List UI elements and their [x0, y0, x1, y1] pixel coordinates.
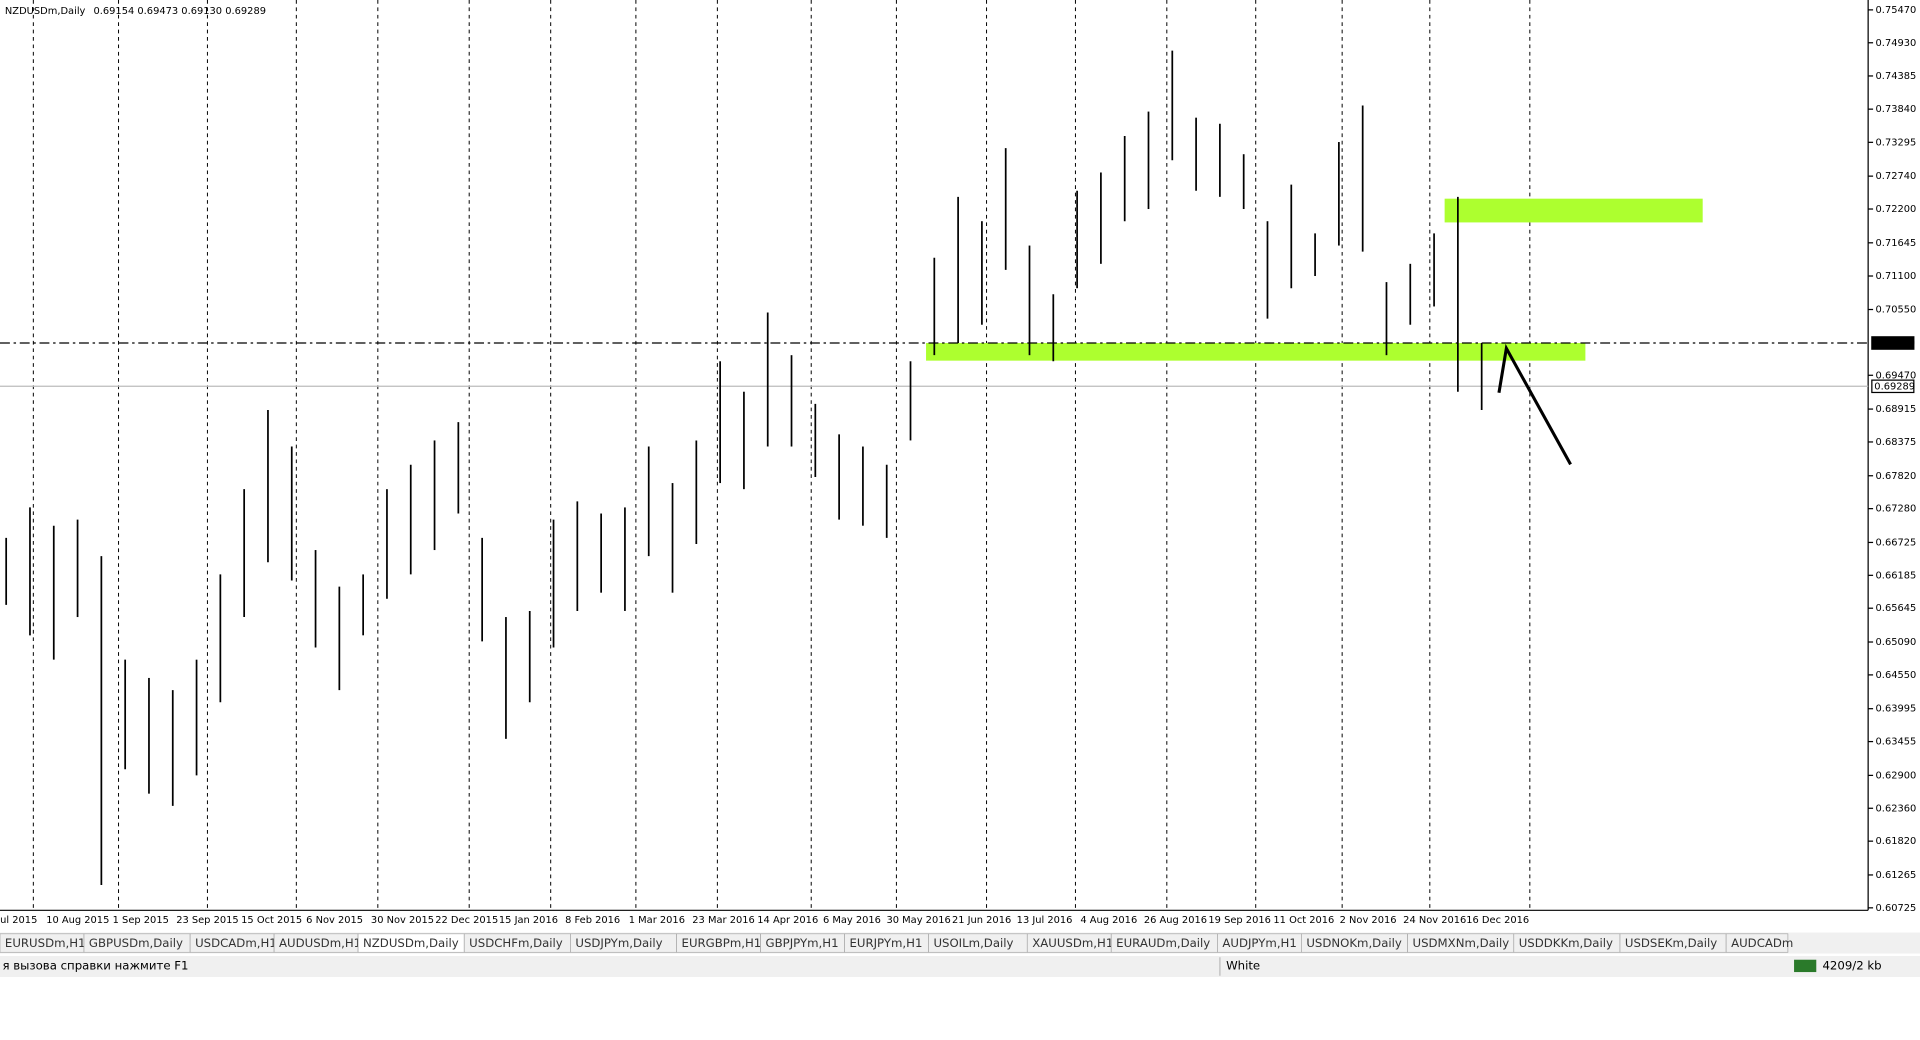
y-tick-label: 0.73295	[1876, 137, 1917, 148]
y-tick-label: 0.62360	[1876, 803, 1917, 814]
x-tick-label: 24 Nov 2016	[1403, 915, 1466, 926]
x-tick-label: 6 May 2016	[823, 915, 881, 926]
tab-label[interactable]: USDNOKm,Daily	[1306, 936, 1402, 950]
y-tick-label: 0.64550	[1876, 670, 1917, 681]
status-profile: White	[1226, 958, 1260, 972]
y-tick-label: 0.65090	[1876, 637, 1917, 648]
tab-label[interactable]: GBPUSDm,Daily	[89, 936, 183, 950]
plot: 0.75470 0.74930 0.74385 0.73840 0.73295 0.727…	[0, 5, 1916, 926]
y-tick-label: 0.68915	[1876, 404, 1917, 415]
y-tick-label: 0.63995	[1876, 704, 1917, 715]
y-tick-label: 0.66185	[1876, 570, 1917, 581]
tab-label[interactable]: EURJPYm,H1	[849, 936, 922, 950]
zone	[926, 342, 1586, 361]
tab-label[interactable]: GBPJPYm,H1	[766, 936, 839, 950]
tab-label[interactable]: AUDUSDm,H1	[279, 936, 361, 950]
x-tick-label: 15 Jan 2016	[499, 915, 558, 926]
y-tick-label: 0.67820	[1876, 471, 1917, 482]
y-tick-label: 0.67280	[1876, 504, 1917, 515]
arrow-drawing	[1497, 343, 1572, 466]
y-tick-label: 0.61265	[1876, 870, 1917, 881]
x-tick-label: 23 Mar 2016	[692, 915, 755, 926]
tab-label[interactable]: EURGBPm,H1	[682, 936, 762, 950]
status-traffic: 4209/2 kb	[1822, 958, 1881, 972]
tab-label[interactable]: USDDKKm,Daily	[1519, 936, 1613, 950]
x-tick-label: 1 Sep 2015	[113, 915, 169, 926]
tab-label[interactable]: USDMXNm,Daily	[1413, 936, 1510, 950]
tab-label[interactable]: AUDCADm	[1731, 936, 1793, 950]
x-tick-label: 4 Aug 2016	[1080, 915, 1137, 926]
y-tick-label: 0.69470	[1876, 370, 1917, 381]
level-box	[1871, 379, 1915, 394]
y-tick-label: 0.71100	[1876, 271, 1917, 282]
vgrid	[32, 0, 1531, 911]
y-tick-label: 0.75470	[1876, 5, 1917, 16]
x-tick-label: 6 Nov 2015	[306, 915, 363, 926]
x-tick-label: 22 Dec 2015	[435, 915, 498, 926]
x-tick-label: 1 Mar 2016	[629, 915, 685, 926]
tabs: EURUSDm,H1 GBPUSDm,Daily USDCADm,H1 AUDUSDm…	[0, 933, 1793, 953]
tab-label[interactable]: NZDUSDm,Daily	[363, 936, 459, 950]
traffic-icon	[1794, 959, 1817, 973]
tab-label[interactable]: XAUUSDm,H1	[1032, 936, 1113, 950]
x-tick-label: 19 Sep 2016	[1208, 915, 1270, 926]
x-tick-label: 8 Feb 2016	[565, 915, 620, 926]
tab-label[interactable]: AUDJPYm,H1	[1222, 936, 1296, 950]
x-tick-label: 26 Aug 2016	[1144, 915, 1207, 926]
y-tick-label: 0.74385	[1876, 71, 1917, 82]
y-tick-label: 0.61820	[1876, 836, 1917, 847]
x-tick-label: 23 Sep 2015	[176, 915, 238, 926]
x-tick-label: 30 Nov 2015	[371, 915, 434, 926]
level-label: 0.69289	[1874, 381, 1915, 392]
x-tick-label: 21 Jun 2016	[952, 915, 1011, 926]
x-tick-label: 16 Dec 2016	[1466, 915, 1529, 926]
y-tick-label: 0.68375	[1876, 437, 1917, 448]
level-box	[1871, 336, 1915, 350]
x-tick-label: 15 Oct 2015	[241, 915, 302, 926]
x-tick-label: 13 Jul 2016	[1017, 915, 1073, 926]
zone	[1444, 198, 1703, 223]
y-tick-label: 0.72200	[1876, 204, 1917, 215]
y-tick-label: 0.63455	[1876, 737, 1917, 748]
y-tick-label: 0.71645	[1876, 238, 1917, 249]
y-tick-label: 0.66725	[1876, 537, 1917, 548]
y-tick-label: 0.60725	[1876, 903, 1917, 914]
x-tick-label: 30 May 2016	[886, 915, 950, 926]
y-tick-label: 0.72740	[1876, 171, 1917, 182]
tab-label[interactable]: USOILm,Daily	[933, 936, 1013, 950]
x-tick-label: 14 Apr 2016	[757, 915, 818, 926]
tab-label[interactable]: EURUSDm,H1	[5, 936, 86, 950]
tab-label[interactable]: USDCHFm,Daily	[469, 936, 563, 950]
tab-label[interactable]: USDJPYm,Daily	[575, 936, 662, 950]
y-tick-label: 0.65645	[1876, 603, 1917, 614]
tab-label[interactable]: USDSEKm,Daily	[1625, 936, 1717, 950]
status-bar	[0, 956, 1920, 978]
tab-label[interactable]: USDCADm,H1	[195, 936, 277, 950]
x-tick-label: 10 Aug 2015	[46, 915, 109, 926]
y-tick-label: 0.73840	[1876, 104, 1917, 115]
status-help: я вызова справки нажмите F1	[2, 958, 188, 972]
x-tick-label: 2 Nov 2016	[1340, 915, 1397, 926]
chart-header: NZDUSDm,Daily 0.69154 0.69473 0.69130 0.…	[5, 6, 266, 17]
tab[interactable]	[1725, 933, 1789, 953]
y-tick-label: 0.74930	[1876, 38, 1917, 49]
x-tick-label: Jul 2015	[0, 915, 37, 926]
level-label: 0.70000	[1874, 338, 1915, 349]
x-tick-label: 11 Oct 2016	[1273, 915, 1334, 926]
tab-label[interactable]: EURAUDm,Daily	[1116, 936, 1210, 950]
y-tick-label: 0.70550	[1876, 305, 1917, 316]
y-tick-label: 0.62900	[1876, 770, 1917, 781]
